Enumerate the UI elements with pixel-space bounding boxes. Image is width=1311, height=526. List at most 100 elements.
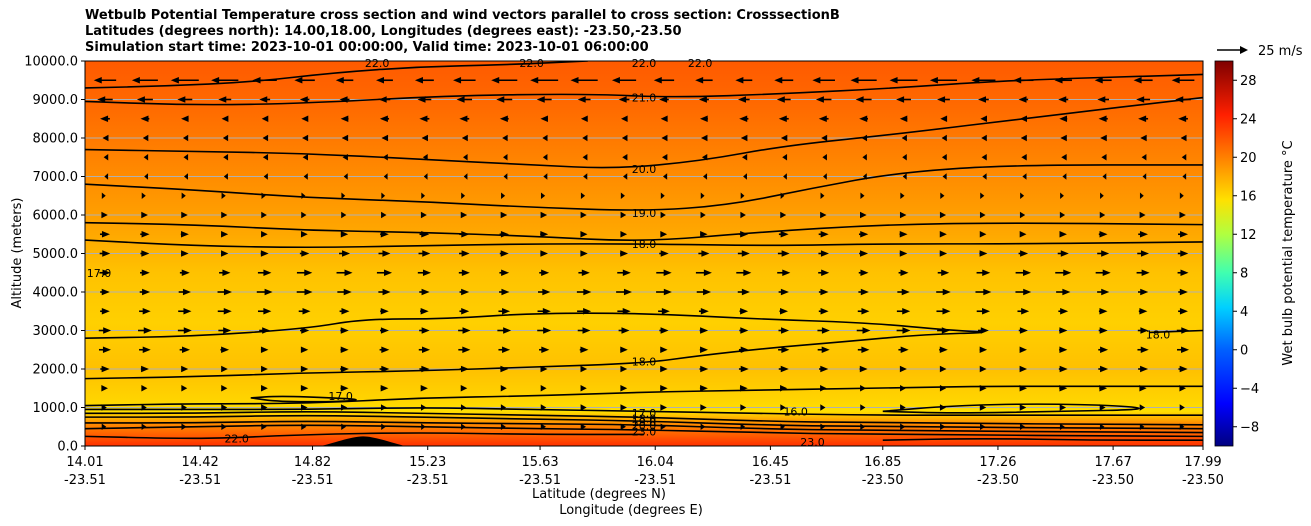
wind-vector-head: [821, 327, 830, 334]
wind-vector-head: [620, 423, 627, 430]
wind-vector-head: [340, 404, 348, 411]
wind-vector-head: [740, 308, 749, 315]
wind-vector-head: [739, 115, 748, 122]
wind-vector: [141, 192, 146, 199]
colorbar-tick-label: 0: [1240, 343, 1248, 358]
wind-vector: [979, 231, 987, 238]
wind-vector: [500, 385, 507, 392]
wind-vector: [262, 134, 269, 142]
wind-vector-head: [461, 250, 470, 257]
wind-vector-head: [700, 327, 709, 334]
wind-vector: [499, 231, 509, 238]
colorbar: [1214, 60, 1234, 447]
wind-vector-head: [263, 173, 268, 180]
wind-vector: [1097, 250, 1110, 257]
wind-vector-head: [101, 288, 110, 296]
wind-vector-head: [181, 211, 188, 219]
wind-vector-head: [700, 211, 706, 219]
wind-vector: [1177, 269, 1189, 276]
wind-vector-head: [141, 365, 149, 373]
wind-vector-head: [622, 269, 631, 276]
wind-vector-head: [341, 134, 349, 142]
wind-vector-head: [141, 269, 150, 276]
wind-vector: [259, 96, 271, 103]
wind-vector-head: [939, 211, 947, 219]
wind-vector-head: [740, 211, 746, 219]
wind-vector: [1137, 250, 1149, 257]
wind-vector-head: [1013, 77, 1022, 84]
x-tick-lat: 15.63: [521, 455, 558, 470]
wind-vector: [379, 346, 390, 353]
wind-vector: [1136, 269, 1150, 276]
wind-vector-head: [902, 154, 907, 161]
x-tick-lat: 17.67: [1095, 455, 1132, 470]
wind-vector: [543, 173, 548, 180]
wind-vector: [142, 134, 149, 142]
wind-vector: [780, 134, 788, 142]
wind-vector-head: [860, 192, 865, 199]
wind-vector-head: [703, 288, 712, 296]
wind-vector-head: [380, 327, 389, 334]
wind-vector-head: [622, 308, 631, 315]
wind-vector: [939, 231, 947, 238]
x-tick-lon: -23.51: [179, 473, 221, 488]
wind-vector-head: [860, 250, 869, 257]
wind-vector-head: [1179, 308, 1188, 315]
wind-vector-head: [1179, 365, 1188, 373]
wind-vector: [1062, 173, 1067, 180]
wind-vector: [818, 250, 829, 257]
wind-vector: [421, 192, 426, 199]
wind-vector-head: [621, 115, 628, 122]
wind-vector: [540, 423, 546, 430]
wind-vector: [420, 211, 427, 219]
wind-vector: [381, 192, 386, 199]
wind-vector: [343, 173, 348, 180]
wind-vector: [542, 134, 548, 142]
wind-vector: [978, 96, 989, 103]
wind-vector-head: [536, 96, 545, 103]
wind-vector-head: [221, 192, 226, 199]
wind-vector: [261, 192, 266, 199]
isoline: [85, 73, 1203, 106]
wind-vector: [139, 346, 151, 353]
wind-vector: [336, 269, 353, 276]
wind-vector-head: [223, 154, 229, 161]
wind-vector-head: [782, 269, 791, 276]
wind-vector: [1142, 173, 1147, 180]
wind-vector-head: [1021, 154, 1027, 161]
wind-vector-head: [620, 385, 628, 392]
wind-vector-head: [1059, 231, 1067, 238]
wind-vector: [981, 134, 987, 142]
wind-vector: [896, 327, 911, 334]
wind-vector-head: [620, 231, 628, 238]
wind-vector-head: [380, 231, 389, 238]
wind-vector-head: [540, 250, 548, 257]
wind-vector-head: [301, 327, 310, 334]
wind-vector-head: [622, 154, 628, 161]
wind-vector-head: [420, 308, 429, 315]
wind-vector: [299, 96, 310, 103]
wind-vector-head: [1100, 346, 1109, 353]
wind-vector: [620, 192, 625, 199]
x-tick-lon: -23.50: [977, 473, 1019, 488]
wind-vector: [498, 346, 511, 353]
isoline: [85, 420, 1203, 434]
wind-vector: [463, 173, 468, 180]
wind-vector: [337, 288, 352, 296]
wind-vector: [976, 269, 991, 276]
wind-vector: [579, 346, 589, 353]
wind-vector-head: [222, 134, 229, 142]
wind-vector-head: [1181, 346, 1190, 353]
wind-vector: [940, 115, 948, 122]
wind-vector: [537, 327, 552, 334]
wind-vector-head: [422, 269, 431, 276]
wind-vector-head: [971, 77, 980, 84]
wind-vector: [860, 211, 867, 219]
wind-vector: [1059, 423, 1065, 430]
wind-vector-head: [741, 250, 750, 257]
wind-vector-head: [862, 154, 867, 161]
wind-vector: [1056, 288, 1071, 296]
x-tick-lon: -23.51: [64, 473, 106, 488]
wind-vector: [857, 346, 870, 353]
colorbar-tick-label: −4: [1240, 382, 1259, 397]
